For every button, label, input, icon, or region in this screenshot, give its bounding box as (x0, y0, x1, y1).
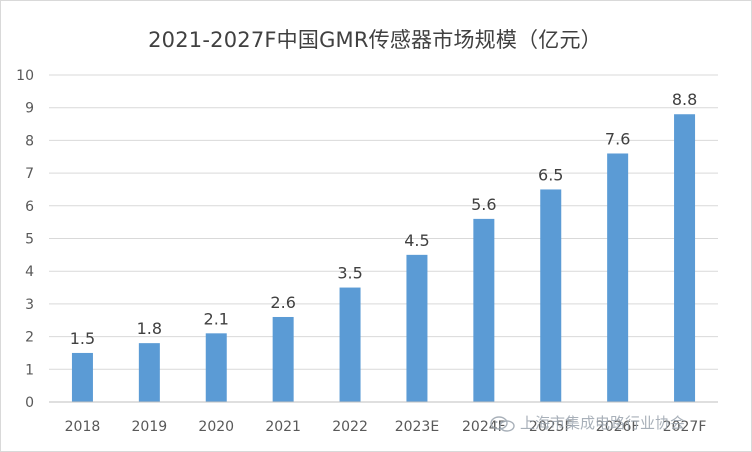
bar (607, 153, 629, 402)
chart-title: 2021-2027F中国GMR传感器市场规模（亿元） (148, 28, 602, 52)
y-tick-label: 9 (25, 101, 34, 117)
y-tick-label: 6 (25, 199, 34, 215)
x-tick-label: 2019 (132, 419, 168, 435)
y-tick-label: 5 (25, 232, 34, 248)
x-tick-label: 2021 (265, 419, 301, 435)
y-tick-label: 3 (25, 297, 34, 313)
wechat-icon (490, 415, 515, 432)
x-tick-label: 2024F (462, 419, 506, 435)
x-tick-label: 2023E (395, 419, 439, 435)
bar (473, 218, 495, 402)
y-tick-label: 0 (25, 395, 34, 411)
x-tick-label: 2025F (529, 419, 573, 435)
x-tick-label: 2020 (198, 419, 234, 435)
data-label: 1.8 (137, 319, 162, 338)
x-tick-label: 2027F (663, 419, 707, 435)
data-label: 6.5 (538, 165, 563, 184)
data-label: 3.5 (337, 264, 362, 283)
y-tick-label: 2 (25, 330, 34, 346)
y-tick-label: 7 (25, 166, 34, 182)
bar (406, 254, 428, 402)
y-tick-label: 4 (25, 264, 34, 280)
watermark-text: 上海市集成电路行业协会 (520, 414, 686, 432)
bar (272, 316, 294, 402)
data-label: 8.8 (672, 90, 697, 109)
bar (674, 114, 696, 403)
bar (138, 343, 160, 402)
data-label: 2.1 (204, 309, 229, 328)
bar (205, 333, 227, 402)
data-label: 7.6 (605, 129, 630, 148)
x-tick-label: 2022 (332, 419, 368, 435)
data-label: 5.6 (471, 195, 496, 214)
watermark: 上海市集成电路行业协会 (490, 412, 685, 433)
x-tick-label: 2026F (596, 419, 640, 435)
bar (71, 352, 93, 402)
data-label: 2.6 (270, 293, 295, 312)
bar (339, 287, 361, 402)
y-tick-label: 1 (25, 362, 34, 378)
data-label: 4.5 (404, 231, 429, 250)
x-tick-label: 2018 (65, 419, 101, 435)
y-tick-label: 8 (25, 133, 34, 149)
bar (540, 189, 562, 402)
data-label: 1.5 (70, 329, 95, 348)
y-tick-label: 10 (16, 68, 34, 84)
